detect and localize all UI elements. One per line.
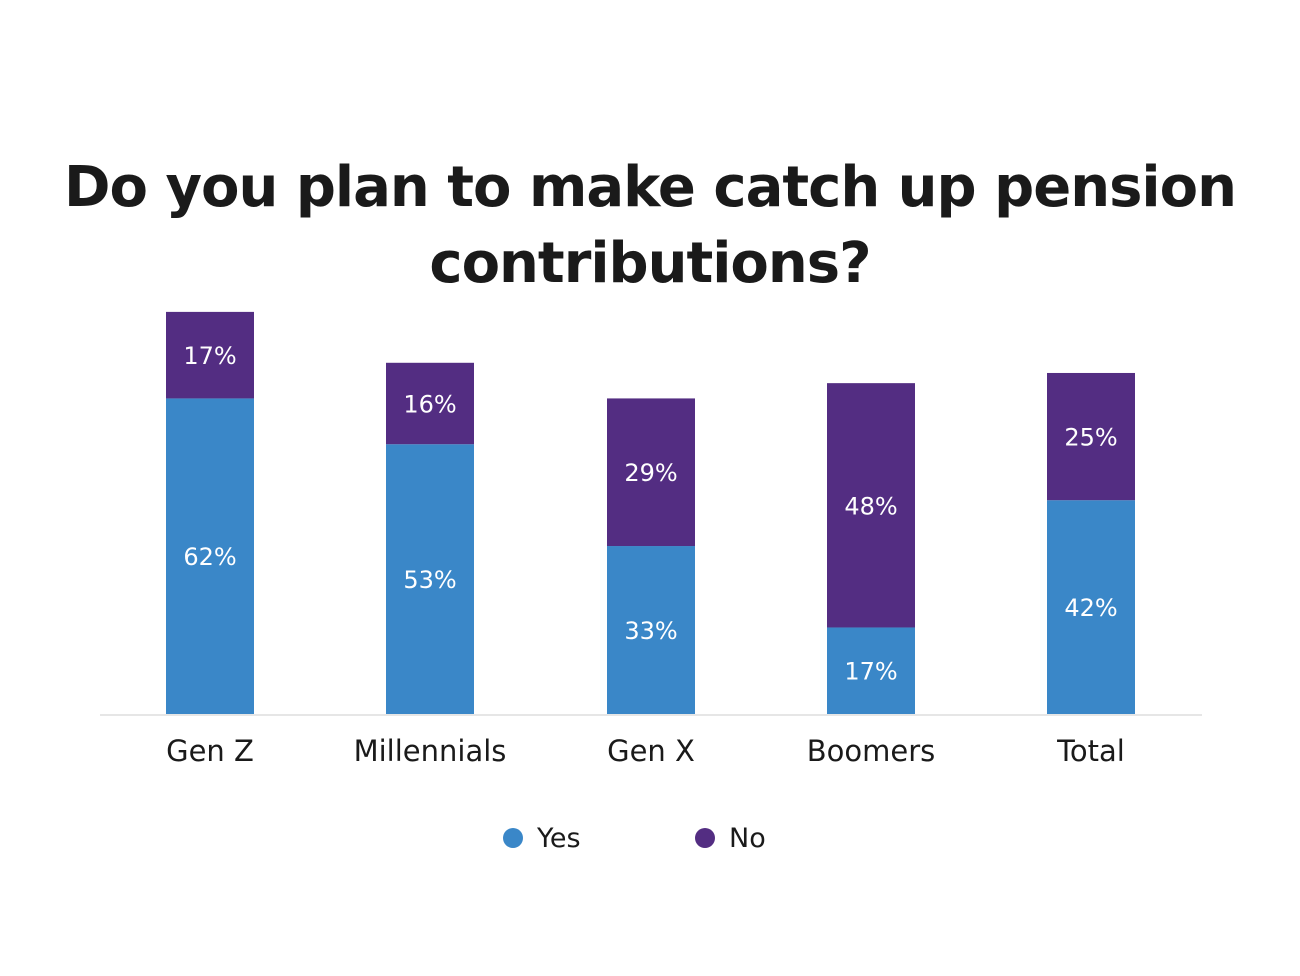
data-label-gen-x-yes: 33% xyxy=(624,617,677,645)
legend: Yes No xyxy=(0,816,1300,860)
chart-title: Do you plan to make catch up pension con… xyxy=(20,150,1280,302)
category-label-boomers: Boomers xyxy=(807,734,936,768)
data-label-gen-x-no: 29% xyxy=(624,459,677,487)
chart-title-line-2: contributions? xyxy=(429,231,871,296)
data-label-boomers-yes: 17% xyxy=(844,658,897,686)
data-label-millennials-yes: 53% xyxy=(403,566,456,594)
bar-gen-z-yes xyxy=(166,398,254,714)
bar-boomers-no xyxy=(827,383,915,628)
category-label-gen-z: Gen Z xyxy=(166,734,254,768)
category-label-millennials: Millennials xyxy=(354,734,507,768)
legend-item-yes: Yes xyxy=(503,816,581,860)
legend-item-no: No xyxy=(695,816,766,860)
legend-label-no: No xyxy=(729,822,766,854)
data-label-total-yes: 42% xyxy=(1064,594,1117,622)
data-label-gen-z-yes: 62% xyxy=(183,543,236,571)
category-label-gen-x: Gen X xyxy=(607,734,695,768)
bar-gen-x-yes xyxy=(607,546,695,714)
data-label-millennials-no: 16% xyxy=(403,391,456,419)
bar-millennials-no xyxy=(386,362,474,445)
bar-total-yes xyxy=(1047,500,1135,714)
chart-title-line-1: Do you plan to make catch up pension xyxy=(64,155,1237,220)
category-label-total: Total xyxy=(1056,734,1125,768)
bar-total-no xyxy=(1047,372,1135,501)
data-label-total-no: 25% xyxy=(1064,424,1117,452)
bar-gen-x-no xyxy=(607,398,695,547)
bar-gen-z-no xyxy=(166,311,254,399)
data-label-gen-z-no: 17% xyxy=(183,342,236,370)
stacked-bar-chart: 62% 17% Gen Z 53% 16% Millennials 33% 29% Gen X 1… xyxy=(100,311,1202,768)
bar-millennials-yes xyxy=(386,444,474,714)
legend-swatch-yes xyxy=(503,828,523,848)
legend-swatch-no xyxy=(695,828,715,848)
data-label-boomers-no: 48% xyxy=(844,492,897,520)
legend-label-yes: Yes xyxy=(537,822,581,854)
bar-boomers-yes xyxy=(827,627,915,714)
